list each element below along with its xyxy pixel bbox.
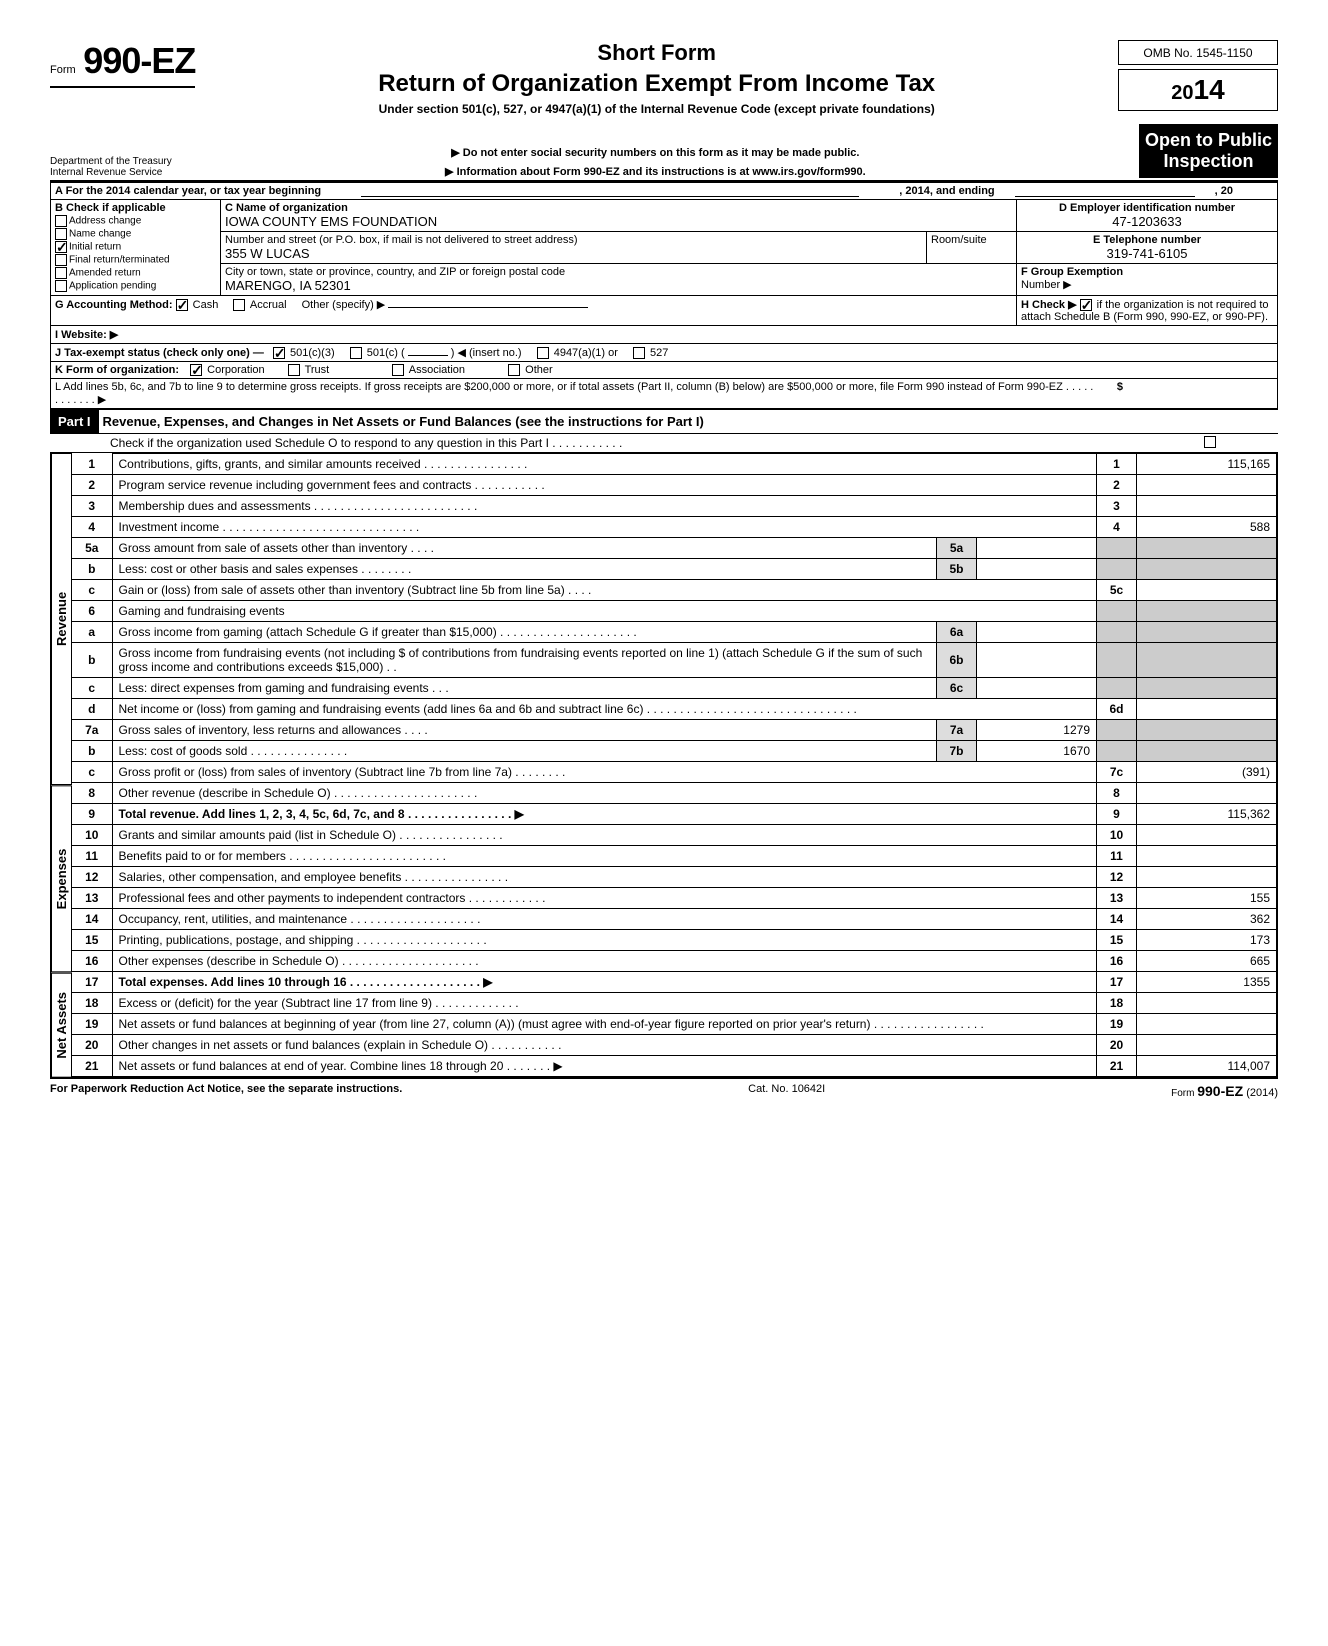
city-value: MARENGO, IA 52301 bbox=[225, 278, 1012, 293]
group-number-label: Number ▶ bbox=[1021, 278, 1273, 291]
form-line-row: bLess: cost of goods sold . . . . . . . … bbox=[72, 741, 1277, 762]
form-line-row: 21Net assets or fund balances at end of … bbox=[72, 1056, 1277, 1077]
form-line-row: 12Salaries, other compensation, and empl… bbox=[72, 867, 1277, 888]
org-name: IOWA COUNTY EMS FOUNDATION bbox=[225, 214, 1012, 229]
b-option-checkbox[interactable] bbox=[55, 267, 67, 279]
omb-box: OMB No. 1545-1150 bbox=[1118, 40, 1278, 65]
b-option-checkbox[interactable] bbox=[55, 280, 67, 292]
form-line-row: 17Total expenses. Add lines 10 through 1… bbox=[72, 972, 1277, 993]
form-line-row: 7aGross sales of inventory, less returns… bbox=[72, 720, 1277, 741]
form-line-row: 6Gaming and fundraising events bbox=[72, 601, 1277, 622]
b-option-label: Name change bbox=[69, 229, 131, 240]
form-line-row: 2Program service revenue including gover… bbox=[72, 475, 1277, 496]
dept-line2: Internal Revenue Service bbox=[50, 167, 172, 178]
net-assets-label: Net Assets bbox=[51, 973, 72, 1078]
schedule-o-checkbox[interactable] bbox=[1204, 436, 1216, 448]
instruction1: ▶ Do not enter social security numbers o… bbox=[172, 146, 1139, 159]
addr-label: Number and street (or P.O. box, if mail … bbox=[225, 234, 922, 246]
form-line-row: 14Occupancy, rent, utilities, and mainte… bbox=[72, 909, 1277, 930]
b-option-label: Final return/terminated bbox=[69, 255, 170, 266]
assoc-checkbox[interactable] bbox=[392, 364, 404, 376]
form-line-row: cGain or (loss) from sale of assets othe… bbox=[72, 580, 1277, 601]
form-line-row: 19Net assets or fund balances at beginni… bbox=[72, 1014, 1277, 1035]
b-option-label: Application pending bbox=[69, 281, 156, 292]
footer-left: For Paperwork Reduction Act Notice, see … bbox=[50, 1083, 402, 1099]
footer: For Paperwork Reduction Act Notice, see … bbox=[50, 1078, 1278, 1103]
501c-checkbox[interactable] bbox=[350, 347, 362, 359]
form-number: 990-EZ bbox=[83, 40, 195, 81]
527-checkbox[interactable] bbox=[633, 347, 645, 359]
b-option-checkbox[interactable] bbox=[55, 241, 67, 253]
ein-label: D Employer identification number bbox=[1021, 202, 1273, 214]
form-line-row: 18Excess or (deficit) for the year (Subt… bbox=[72, 993, 1277, 1014]
form-prefix: Form bbox=[50, 64, 76, 76]
col-b-checkboxes: B Check if applicable Address changeName… bbox=[51, 200, 221, 295]
phone-value: 319-741-6105 bbox=[1021, 246, 1273, 261]
dept-row: Department of the Treasury Internal Reve… bbox=[50, 120, 1278, 182]
c-name-label: C Name of organization bbox=[225, 202, 1012, 214]
501c3-checkbox[interactable] bbox=[273, 347, 285, 359]
form-line-row: dNet income or (loss) from gaming and fu… bbox=[72, 699, 1277, 720]
form-line-row: 16Other expenses (describe in Schedule O… bbox=[72, 951, 1277, 972]
entity-section: A For the 2014 calendar year, or tax yea… bbox=[50, 182, 1278, 409]
cash-checkbox[interactable] bbox=[176, 299, 188, 311]
form-line-row: aGross income from gaming (attach Schedu… bbox=[72, 622, 1277, 643]
public-inspection-box: Open to Public Inspection bbox=[1139, 124, 1278, 178]
accrual-checkbox[interactable] bbox=[233, 299, 245, 311]
footer-center: Cat. No. 10642I bbox=[748, 1083, 825, 1099]
year-box: 2014 bbox=[1118, 69, 1278, 111]
subtitle: Under section 501(c), 527, or 4947(a)(1)… bbox=[215, 102, 1098, 116]
form-line-row: 9Total revenue. Add lines 1, 2, 3, 4, 5c… bbox=[72, 804, 1277, 825]
form-line-row: 4Investment income . . . . . . . . . . .… bbox=[72, 517, 1277, 538]
short-form-label: Short Form bbox=[215, 40, 1098, 66]
trust-checkbox[interactable] bbox=[288, 364, 300, 376]
b-option-label: Initial return bbox=[69, 242, 121, 253]
form-line-row: bGross income from fundraising events (n… bbox=[72, 643, 1277, 678]
form-line-row: 11Benefits paid to or for members . . . … bbox=[72, 846, 1277, 867]
4947-checkbox[interactable] bbox=[537, 347, 549, 359]
other-org-checkbox[interactable] bbox=[508, 364, 520, 376]
room-label: Room/suite bbox=[931, 234, 1012, 246]
form-line-row: bLess: cost or other basis and sales exp… bbox=[72, 559, 1277, 580]
ein-value: 47-1203633 bbox=[1021, 214, 1273, 229]
group-exempt-label: F Group Exemption bbox=[1021, 266, 1273, 278]
addr-value: 355 W LUCAS bbox=[225, 246, 922, 261]
form-line-row: cGross profit or (loss) from sales of in… bbox=[72, 762, 1277, 783]
footer-right: Form 990-EZ (2014) bbox=[1171, 1083, 1278, 1099]
form-line-row: cLess: direct expenses from gaming and f… bbox=[72, 678, 1277, 699]
form-line-row: 10Grants and similar amounts paid (list … bbox=[72, 825, 1277, 846]
form-line-row: 3Membership dues and assessments . . . .… bbox=[72, 496, 1277, 517]
phone-label: E Telephone number bbox=[1021, 234, 1273, 246]
schedule-b-checkbox[interactable] bbox=[1080, 299, 1092, 311]
dept-line1: Department of the Treasury bbox=[50, 156, 172, 167]
revenue-label: Revenue bbox=[51, 453, 72, 785]
expenses-label: Expenses bbox=[51, 785, 72, 972]
form-line-row: 15Printing, publications, postage, and s… bbox=[72, 930, 1277, 951]
b-option-label: Address change bbox=[69, 216, 141, 227]
part1-table: Revenue Expenses Net Assets 1Contributio… bbox=[50, 453, 1278, 1078]
b-option-checkbox[interactable] bbox=[55, 215, 67, 227]
form-line-row: 13Professional fees and other payments t… bbox=[72, 888, 1277, 909]
city-label: City or town, state or province, country… bbox=[225, 266, 1012, 278]
form-header: Form 990-EZ Short Form Return of Organiz… bbox=[50, 40, 1278, 116]
corp-checkbox[interactable] bbox=[190, 364, 202, 376]
b-option-label: Amended return bbox=[69, 268, 141, 279]
b-option-checkbox[interactable] bbox=[55, 254, 67, 266]
form-line-row: 8Other revenue (describe in Schedule O) … bbox=[72, 783, 1277, 804]
main-title: Return of Organization Exempt From Incom… bbox=[215, 70, 1098, 98]
instruction2: ▶ Information about Form 990-EZ and its … bbox=[172, 165, 1139, 178]
part1-header: Part I Revenue, Expenses, and Changes in… bbox=[50, 409, 1278, 434]
form-line-row: 5aGross amount from sale of assets other… bbox=[72, 538, 1277, 559]
form-line-row: 1Contributions, gifts, grants, and simil… bbox=[72, 454, 1277, 475]
form-line-row: 20Other changes in net assets or fund ba… bbox=[72, 1035, 1277, 1056]
line-a-label: A For the 2014 calendar year, or tax yea… bbox=[55, 185, 321, 197]
